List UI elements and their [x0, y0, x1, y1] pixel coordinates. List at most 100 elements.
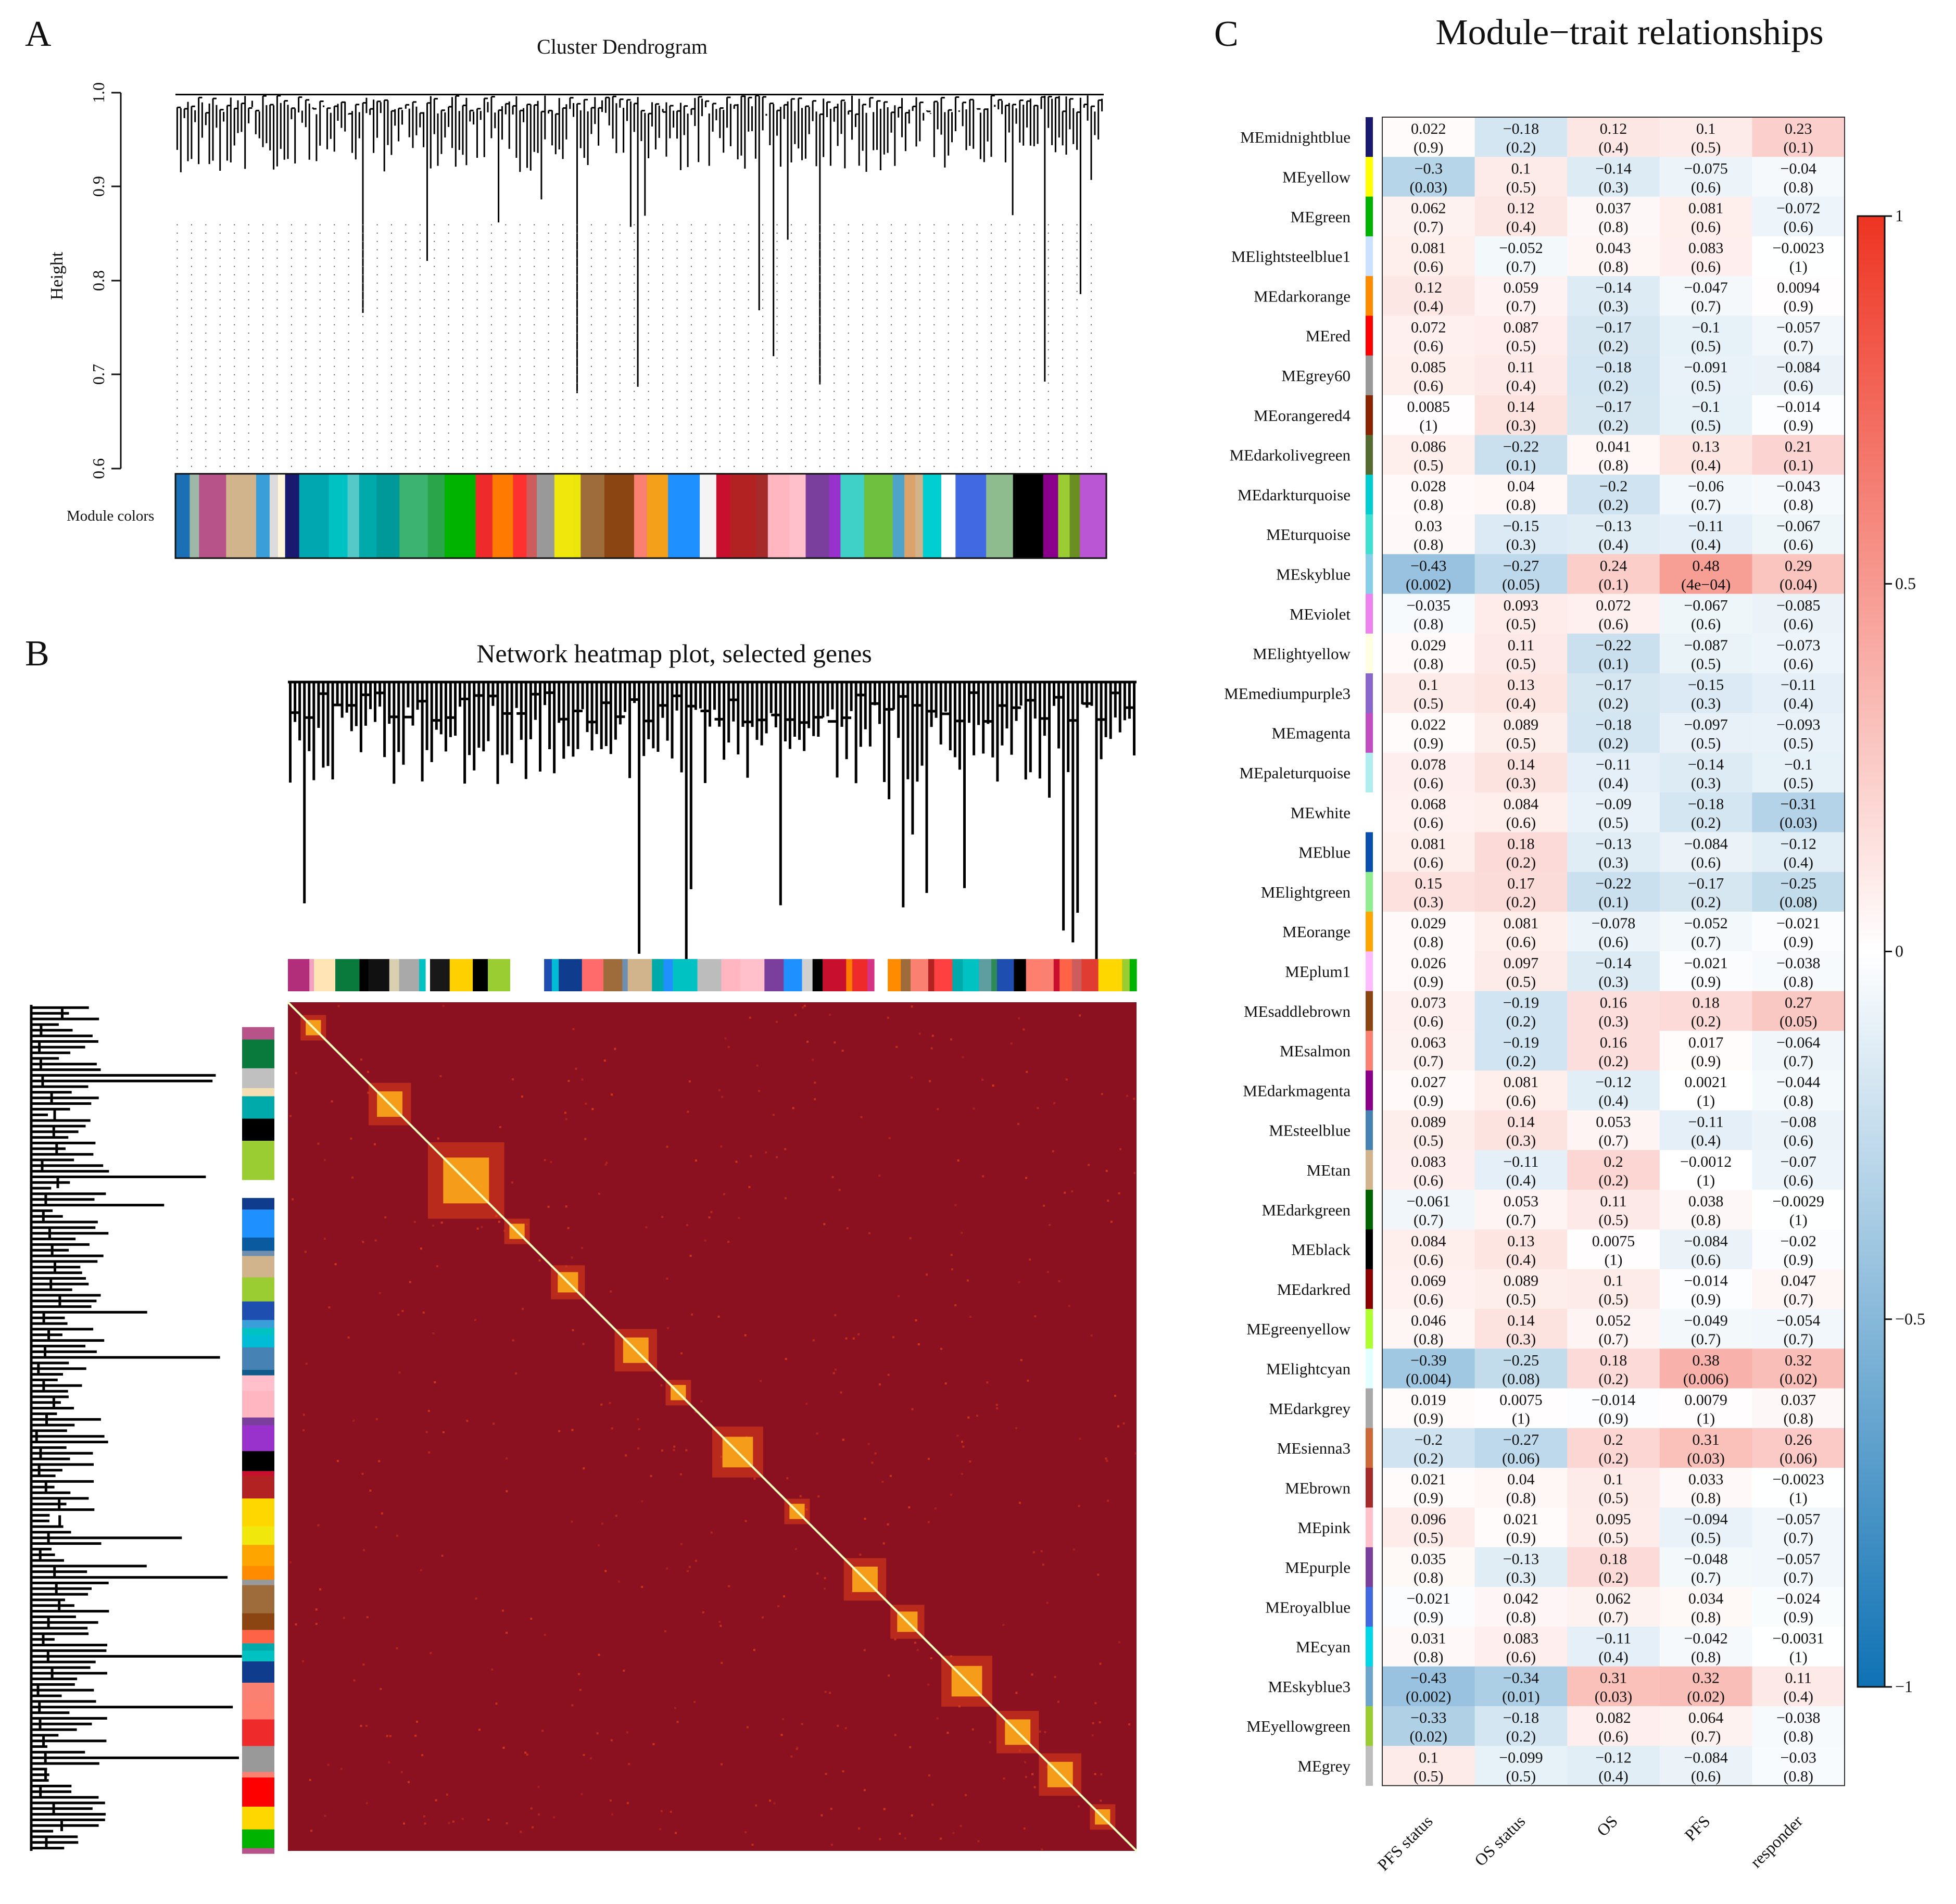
heatmap-speck [859, 1554, 862, 1556]
correlation-cell [1382, 1388, 1475, 1429]
correlation-cell [1752, 673, 1845, 713]
heatmap-speck [403, 1822, 405, 1825]
correlation-value: 0.084 [1411, 1232, 1446, 1250]
p-value: (0.1) [1598, 894, 1628, 911]
heatmap-speck [611, 1427, 613, 1430]
p-value: (0.8) [1414, 616, 1443, 633]
heatmap-speck [957, 1159, 960, 1162]
module-label: MEviolet [1290, 605, 1351, 623]
module-label: MEsaddlebrown [1244, 1002, 1351, 1020]
p-value: (0.3) [1598, 854, 1628, 871]
module-swatch [1366, 1587, 1373, 1627]
correlation-value: −0.17 [1595, 676, 1631, 693]
p-value: (0.4) [1598, 139, 1628, 156]
heatmap-speck [1133, 1098, 1135, 1100]
heatmap-speck [581, 1246, 583, 1249]
p-value: (0.02) [1410, 1728, 1447, 1745]
heatmap-speck [400, 1771, 403, 1773]
module-swatch [1366, 1030, 1373, 1071]
heatmap-speck [1097, 1573, 1100, 1576]
panel-a: A Cluster Dendrogram Height 1.0 0.9 0.8 … [25, 14, 1107, 559]
correlation-value: 0.16 [1600, 1034, 1627, 1051]
top-color-strip [928, 959, 935, 991]
heatmap-speck [398, 1371, 401, 1374]
correlation-cell [1474, 474, 1568, 515]
side-color-strip [242, 1630, 274, 1644]
correlation-value: −0.19 [1503, 1034, 1539, 1051]
module-color-strip [445, 474, 476, 558]
correlation-value: −0.057 [1776, 1511, 1820, 1528]
heatmap-speck [817, 1495, 820, 1498]
correlation-cell [1474, 435, 1568, 475]
side-color-strip [242, 1834, 274, 1849]
correlation-value: −0.18 [1503, 1709, 1539, 1726]
heatmap-speck [1092, 1722, 1094, 1724]
module-label: MEpaleturquoise [1239, 764, 1351, 782]
correlation-cell [1567, 633, 1660, 674]
correlation-cell [1382, 951, 1475, 992]
correlation-value: −0.042 [1684, 1630, 1727, 1647]
correlation-cell [1474, 872, 1568, 912]
heatmap-speck [708, 1216, 711, 1219]
p-value: (0.8) [1506, 1490, 1536, 1507]
p-value: (0.2) [1598, 1450, 1628, 1467]
heatmap-speck [679, 1473, 682, 1476]
correlation-value: −0.43 [1410, 557, 1446, 574]
correlation-value: −0.27 [1503, 557, 1539, 574]
correlation-value: −0.12 [1595, 1074, 1631, 1091]
correlation-cell [1659, 554, 1752, 595]
correlation-value: 0.13 [1692, 438, 1720, 455]
p-value: (0.6) [1783, 1172, 1813, 1189]
p-value: (0.2) [1506, 1053, 1536, 1070]
heatmap-speck [521, 1095, 523, 1098]
heatmap-speck [887, 1016, 889, 1019]
heatmap-speck [744, 1334, 747, 1336]
heatmap-speck [860, 1116, 863, 1118]
correlation-value: −0.091 [1684, 359, 1727, 376]
module-swatch [1366, 395, 1373, 435]
heatmap-speck [375, 1526, 377, 1529]
p-value: (0.05) [1780, 1013, 1817, 1030]
p-value: (0.7) [1783, 1331, 1813, 1348]
heatmap-speck [898, 1295, 900, 1297]
correlation-value: 0.18 [1600, 1352, 1627, 1369]
heatmap-speck [746, 1726, 749, 1729]
heatmap-speck [553, 1816, 556, 1819]
top-color-strip [1059, 959, 1072, 991]
heatmap-speck [996, 1407, 999, 1409]
module-color-strip [399, 474, 428, 558]
heatmap-speck [931, 1035, 934, 1037]
correlation-value: 0.14 [1507, 398, 1535, 415]
correlation-cell [1567, 276, 1660, 316]
correlation-value: −0.0029 [1772, 1193, 1824, 1210]
correlation-cell [1567, 1070, 1660, 1111]
heatmap-speck [802, 1006, 804, 1009]
heatmap-speck [384, 1216, 387, 1219]
p-value: (1) [1789, 1648, 1808, 1666]
heatmap-speck [538, 1259, 541, 1262]
p-value: (0.4) [1414, 298, 1443, 315]
heatmap-speck [328, 1306, 331, 1309]
p-value: (0.2) [1598, 735, 1628, 752]
heatmap-speck [1079, 1438, 1081, 1440]
correlation-cell [1382, 1269, 1475, 1309]
module-color-strip [376, 474, 400, 558]
heatmap-speck [408, 1781, 410, 1783]
p-value: (0.3) [1598, 973, 1628, 990]
heatmap-speck [784, 1148, 787, 1151]
heatmap-speck [782, 1718, 785, 1720]
correlation-cell [1659, 1666, 1752, 1707]
side-color-strip [242, 1650, 274, 1662]
heatmap-speck [302, 1429, 305, 1432]
side-color-strip [242, 1772, 274, 1778]
heatmap-speck [794, 1548, 797, 1550]
side-color-strip [242, 1391, 274, 1418]
correlation-value: −0.014 [1592, 1392, 1635, 1409]
correlation-value: 0.052 [1596, 1312, 1631, 1329]
correlation-cell [1752, 594, 1845, 634]
heatmap-speck [928, 1774, 930, 1776]
heatmap-speck [790, 1755, 793, 1758]
heatmap-speck [1094, 1702, 1097, 1705]
p-value: (0.6) [1506, 1092, 1536, 1109]
correlation-value: 0.1 [1419, 1749, 1438, 1766]
